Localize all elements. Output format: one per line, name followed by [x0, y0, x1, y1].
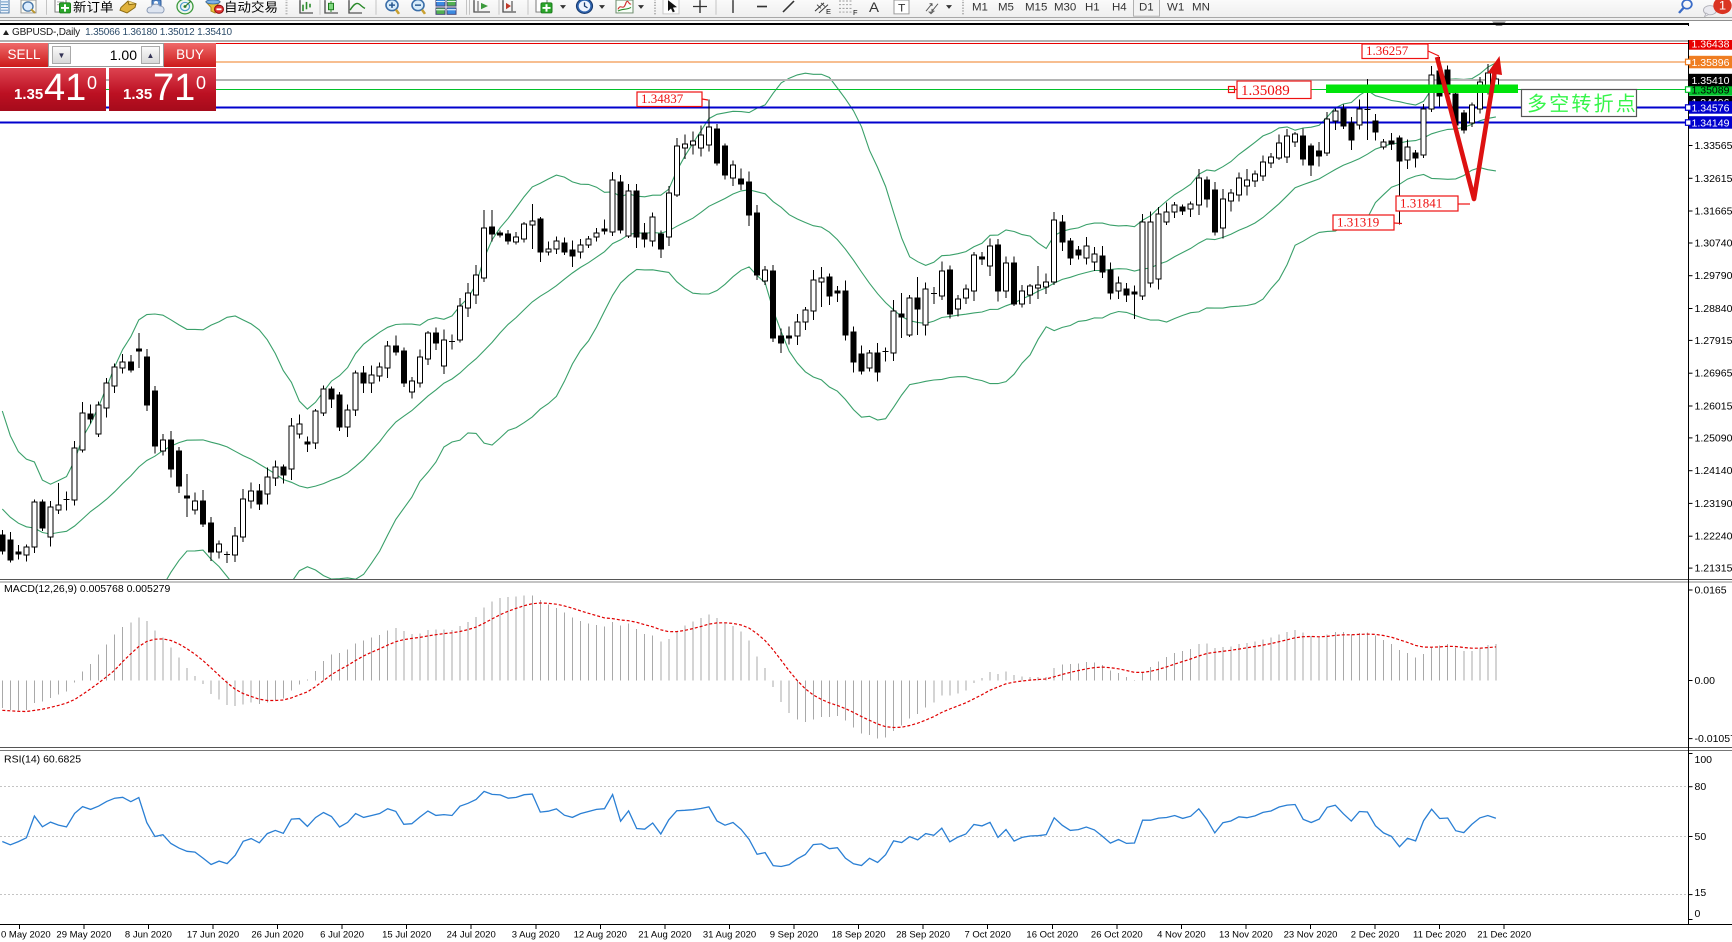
svg-text:0 May 2020: 0 May 2020 — [1, 930, 51, 941]
svg-text:13 Nov 2020: 13 Nov 2020 — [1219, 930, 1273, 941]
svg-text:-0.010571: -0.010571 — [1695, 733, 1732, 745]
svg-text:E: E — [826, 7, 831, 16]
svg-text:4 Nov 2020: 4 Nov 2020 — [1157, 930, 1206, 941]
svg-text:M5: M5 — [998, 2, 1014, 13]
svg-text:1.35896: 1.35896 — [1692, 57, 1730, 69]
svg-text:100: 100 — [1695, 754, 1713, 766]
svg-text:1.24140: 1.24140 — [1695, 465, 1732, 477]
svg-text:1.26965: 1.26965 — [1695, 368, 1732, 380]
svg-text:1.21315: 1.21315 — [1695, 563, 1732, 575]
svg-text:1: 1 — [1719, 0, 1726, 13]
svg-text:28 Sep 2020: 28 Sep 2020 — [896, 930, 950, 941]
svg-text:新订单: 新订单 — [73, 0, 114, 14]
svg-text:2 Dec 2020: 2 Dec 2020 — [1351, 930, 1400, 941]
svg-text:1.25090: 1.25090 — [1695, 432, 1732, 444]
svg-text:18 Sep 2020: 18 Sep 2020 — [832, 930, 886, 941]
svg-text:21 Aug 2020: 21 Aug 2020 — [638, 930, 691, 941]
svg-text:1.35089: 1.35089 — [1241, 83, 1290, 99]
svg-text:H1: H1 — [1085, 2, 1100, 13]
svg-text:1.35089: 1.35089 — [1692, 84, 1730, 96]
svg-text:6 Jul 2020: 6 Jul 2020 — [320, 930, 364, 941]
svg-text:MN: MN — [1192, 2, 1210, 13]
svg-text:1.28840: 1.28840 — [1695, 303, 1732, 315]
svg-text:26 Jun 2020: 26 Jun 2020 — [251, 930, 303, 941]
svg-text:1.30740: 1.30740 — [1695, 238, 1732, 250]
svg-text:W1: W1 — [1167, 2, 1184, 13]
svg-text:3 Aug 2020: 3 Aug 2020 — [512, 930, 560, 941]
svg-text:1.31319: 1.31319 — [1337, 215, 1379, 230]
svg-text:26 Oct 2020: 26 Oct 2020 — [1091, 930, 1143, 941]
svg-text:M15: M15 — [1025, 2, 1047, 13]
svg-text:9 Sep 2020: 9 Sep 2020 — [770, 930, 819, 941]
svg-text:17 Jun 2020: 17 Jun 2020 — [187, 930, 239, 941]
svg-text:21 Dec 2020: 21 Dec 2020 — [1477, 930, 1531, 941]
svg-text:23 Nov 2020: 23 Nov 2020 — [1284, 930, 1338, 941]
svg-text:H4: H4 — [1112, 2, 1127, 13]
svg-text:自动交易: 自动交易 — [224, 0, 278, 14]
svg-text:1.32615: 1.32615 — [1695, 173, 1732, 185]
svg-text:1.36257: 1.36257 — [1366, 43, 1409, 58]
svg-text:8 Jun 2020: 8 Jun 2020 — [125, 930, 172, 941]
svg-text:1.34149: 1.34149 — [1692, 117, 1730, 129]
svg-text:0: 0 — [1695, 908, 1701, 920]
svg-text:1.31841: 1.31841 — [1400, 196, 1442, 211]
svg-text:0.0165: 0.0165 — [1695, 585, 1727, 597]
svg-text:RSI(14) 60.6825: RSI(14) 60.6825 — [4, 754, 81, 766]
svg-text:1.29790: 1.29790 — [1695, 270, 1732, 282]
svg-text:50: 50 — [1695, 831, 1707, 843]
svg-text:31 Aug 2020: 31 Aug 2020 — [703, 930, 756, 941]
svg-text:1.23190: 1.23190 — [1695, 498, 1732, 510]
svg-text:多空转折点: 多空转折点 — [1527, 93, 1638, 116]
svg-text:7 Oct 2020: 7 Oct 2020 — [964, 930, 1010, 941]
svg-text:1.26015: 1.26015 — [1695, 401, 1732, 413]
svg-text:12 Aug 2020: 12 Aug 2020 — [574, 930, 627, 941]
svg-text:29 May 2020: 29 May 2020 — [56, 930, 111, 941]
svg-text:1.36438: 1.36438 — [1692, 38, 1730, 50]
svg-text:1.35410: 1.35410 — [1692, 75, 1730, 87]
svg-text:T: T — [898, 3, 905, 14]
svg-text:D1: D1 — [1139, 2, 1154, 13]
svg-text:11 Dec 2020: 11 Dec 2020 — [1413, 930, 1466, 941]
svg-text:16 Oct 2020: 16 Oct 2020 — [1026, 930, 1078, 941]
svg-text:1.33565: 1.33565 — [1695, 140, 1732, 152]
svg-text:1.31665: 1.31665 — [1695, 206, 1732, 218]
svg-text:A: A — [869, 1, 879, 16]
svg-text:1.34576: 1.34576 — [1692, 102, 1730, 114]
svg-text:M30: M30 — [1054, 2, 1076, 13]
svg-text:1.27915: 1.27915 — [1695, 335, 1732, 347]
svg-text:24 Jul 2020: 24 Jul 2020 — [447, 930, 496, 941]
svg-text:1.22240: 1.22240 — [1695, 531, 1732, 543]
svg-text:15: 15 — [1695, 887, 1707, 899]
svg-text:0.00: 0.00 — [1695, 675, 1716, 687]
svg-text:15 Jul 2020: 15 Jul 2020 — [382, 930, 431, 941]
svg-text:80: 80 — [1695, 781, 1707, 793]
svg-text:1.34837: 1.34837 — [641, 91, 684, 106]
svg-text:MACD(12,26,9) 0.005768 0.00527: MACD(12,26,9) 0.005768 0.005279 — [4, 583, 171, 595]
svg-text:M1: M1 — [972, 2, 988, 13]
svg-text:F: F — [853, 8, 858, 17]
